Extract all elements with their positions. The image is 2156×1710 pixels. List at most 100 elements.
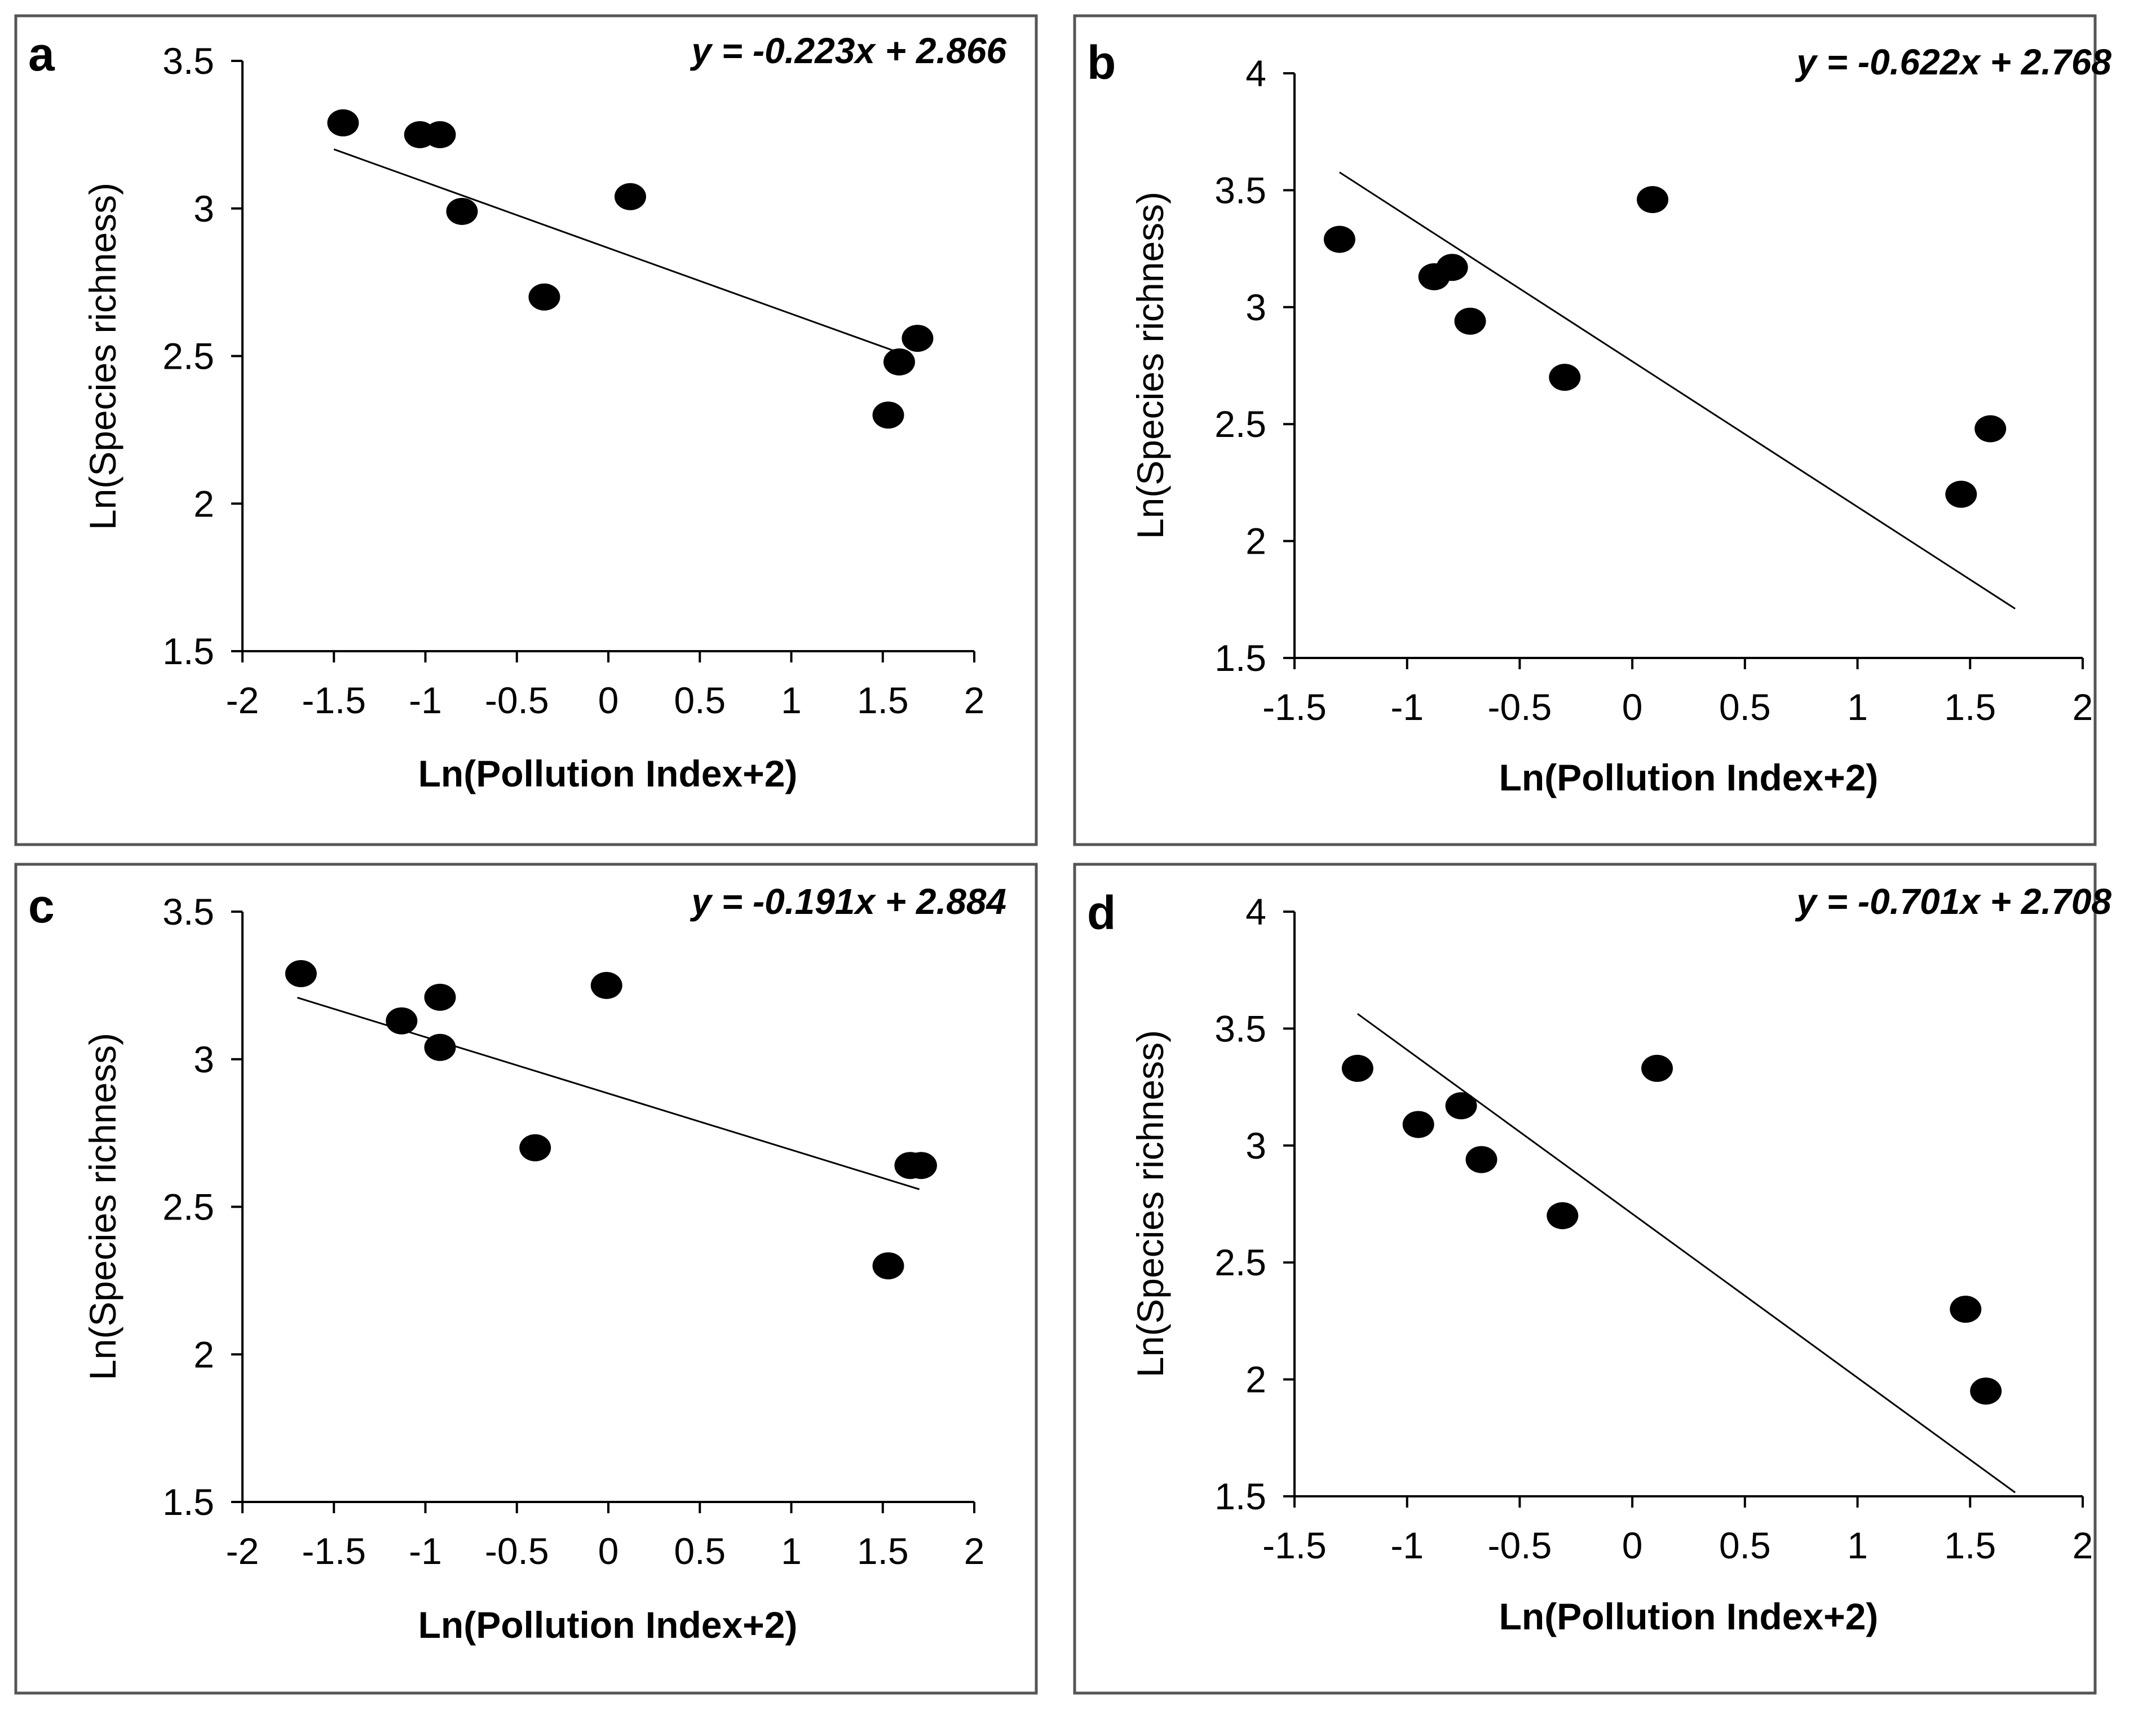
x-tick-label: 0 xyxy=(1622,1525,1643,1566)
data-point xyxy=(883,348,915,375)
data-point xyxy=(446,197,478,225)
x-tick-label: 0 xyxy=(598,1530,619,1572)
x-tick-label: 1.5 xyxy=(857,679,909,721)
data-point xyxy=(902,325,934,352)
x-tick-label: 1 xyxy=(781,679,802,721)
x-tick-label: 1 xyxy=(1847,1525,1868,1566)
y-tick-label: 3 xyxy=(193,188,214,229)
x-tick-label: 2 xyxy=(964,1530,985,1572)
x-tick-label: -2 xyxy=(226,1530,259,1572)
data-point xyxy=(1637,185,1669,213)
y-tick-label: 2 xyxy=(1245,520,1266,562)
y-tick-label: 2 xyxy=(1245,1359,1266,1400)
x-tick-label: -1.5 xyxy=(302,679,366,721)
data-point xyxy=(614,183,646,210)
x-tick-label: 1 xyxy=(1847,686,1868,728)
data-point xyxy=(327,109,359,136)
y-tick-label: 2.5 xyxy=(162,335,214,377)
regression-equation: y = -0.191x + 2.884 xyxy=(690,881,1006,922)
y-tick-label: 2.5 xyxy=(162,1186,214,1228)
panel-b: -1.5 -1 -0.5 0 0.5 1 1.5 2 1.5 2 2.5 3 3.5 4 b y = -0.6… xyxy=(1073,14,2111,846)
y-axis-title: Ln(Species richness) xyxy=(82,183,123,530)
x-tick-label: 0.5 xyxy=(674,1530,726,1572)
y-tick-label: 2.5 xyxy=(1214,1241,1266,1283)
y-tick-label: 3 xyxy=(1245,286,1266,328)
x-tick-label: -1.5 xyxy=(302,1530,366,1572)
x-tick-label: 0 xyxy=(598,679,619,721)
data-point xyxy=(1547,1202,1579,1230)
data-point xyxy=(528,283,560,311)
y-tick-label: 3 xyxy=(193,1039,214,1080)
x-tick-label: 0.5 xyxy=(1719,1525,1771,1566)
y-tick-label: 1.5 xyxy=(162,1481,214,1523)
panel-frame xyxy=(1073,863,2097,1695)
x-axis-title: Ln(Pollution Index+2) xyxy=(418,1604,798,1646)
x-tick-label: 1.5 xyxy=(857,1530,909,1572)
data-point xyxy=(1641,1054,1673,1082)
y-tick-label: 1.5 xyxy=(1214,1475,1266,1517)
x-axis-title: Ln(Pollution Index+2) xyxy=(1499,757,1879,798)
y-tick-label: 3.5 xyxy=(162,40,214,82)
panel-frame xyxy=(14,14,1038,846)
x-tick-label: -0.5 xyxy=(485,1530,549,1572)
regression-equation: y = -0.223x + 2.866 xyxy=(690,30,1006,71)
data-point xyxy=(1445,1092,1477,1120)
panel-label: c xyxy=(28,880,55,933)
y-tick-label: 2 xyxy=(193,1333,214,1375)
data-point xyxy=(424,983,456,1011)
regression-equation: y = -0.701x + 2.708 xyxy=(1795,881,2111,922)
x-tick-label: 2 xyxy=(2073,686,2093,728)
x-tick-label: -1.5 xyxy=(1262,1525,1327,1566)
data-point xyxy=(1454,307,1486,335)
data-point xyxy=(519,1134,551,1161)
data-point xyxy=(1436,254,1468,281)
x-tick-label: 0.5 xyxy=(674,679,726,721)
panel-c: -2 -1.5 -1 -0.5 0 0.5 1 1.5 2 1.5 2 2.5 3 3.5 c y = -0.… xyxy=(14,863,1038,1695)
data-point xyxy=(590,971,622,999)
x-tick-label: -2 xyxy=(226,679,259,721)
y-tick-label: 3 xyxy=(1245,1125,1266,1166)
panel-frame xyxy=(1073,14,2097,846)
x-tick-label: -0.5 xyxy=(1488,1525,1552,1566)
data-point xyxy=(424,121,456,148)
y-tick-label: 2.5 xyxy=(1214,403,1266,445)
data-point xyxy=(905,1152,937,1179)
panel-a: -2 -1.5 -1 -0.5 0 0.5 1 1.5 2 1.5 2 2.5 3 3.5 a y = -0.… xyxy=(14,14,1038,846)
regression-equation: y = -0.622x + 2.768 xyxy=(1795,42,2111,82)
x-tick-label: 1.5 xyxy=(1944,1525,1996,1566)
y-axis-title: Ln(Species richness) xyxy=(82,1033,123,1380)
data-point xyxy=(1549,364,1581,391)
y-tick-label: 3.5 xyxy=(1214,1008,1266,1049)
trendline xyxy=(333,148,902,355)
y-tick-label: 4 xyxy=(1245,891,1266,933)
data-point xyxy=(1323,226,1355,253)
data-point xyxy=(1950,1296,1982,1323)
x-tick-label: 2 xyxy=(964,679,985,721)
x-axis-title: Ln(Pollution Index+2) xyxy=(1499,1596,1879,1637)
y-tick-label: 1.5 xyxy=(162,630,214,672)
panel-label: d xyxy=(1087,886,1116,939)
x-tick-label: 2 xyxy=(2073,1525,2093,1566)
data-point xyxy=(1970,1377,2002,1405)
y-tick-label: 4 xyxy=(1245,52,1266,94)
data-point xyxy=(386,1007,418,1035)
panel-label: b xyxy=(1087,36,1116,89)
data-point xyxy=(1945,480,1977,508)
panel-frame xyxy=(14,863,1038,1695)
x-tick-label: 0 xyxy=(1622,686,1643,728)
x-tick-label: -1 xyxy=(409,679,442,721)
trendline xyxy=(1339,171,2016,609)
y-tick-label: 3.5 xyxy=(162,891,214,933)
x-tick-label: -1 xyxy=(409,1530,442,1572)
x-tick-label: 1 xyxy=(781,1530,802,1572)
data-point xyxy=(1974,415,2007,443)
x-tick-label: -0.5 xyxy=(485,679,549,721)
x-axis-title: Ln(Pollution Index+2) xyxy=(418,753,798,794)
panel-label: a xyxy=(28,28,55,81)
y-tick-label: 3.5 xyxy=(1214,169,1266,211)
y-axis-title: Ln(Species richness) xyxy=(1129,192,1171,539)
x-tick-label: -1.5 xyxy=(1262,686,1327,728)
panel-d: -1.5 -1 -0.5 0 0.5 1 1.5 2 1.5 2 2.5 3 3.5 4 d y = -0.7… xyxy=(1073,863,2111,1695)
data-point xyxy=(872,1252,904,1280)
